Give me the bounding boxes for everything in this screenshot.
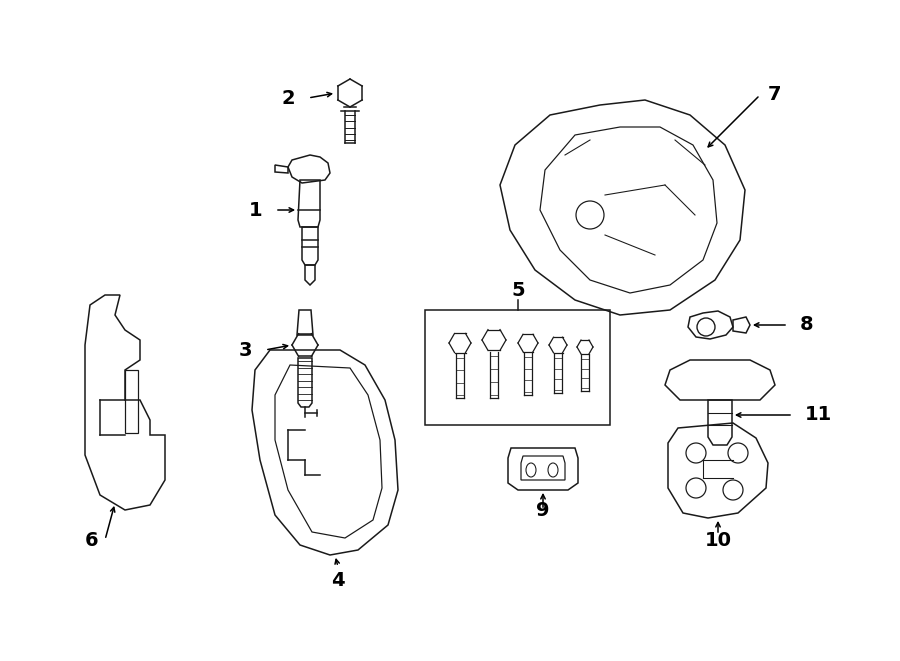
Text: 3: 3 xyxy=(238,340,252,360)
Text: 10: 10 xyxy=(705,531,732,549)
Text: 9: 9 xyxy=(536,500,550,520)
Text: 6: 6 xyxy=(85,531,98,549)
Text: 7: 7 xyxy=(768,85,781,104)
Text: 4: 4 xyxy=(331,570,345,590)
Bar xyxy=(425,310,610,425)
Text: 11: 11 xyxy=(805,405,832,424)
Text: 2: 2 xyxy=(282,89,295,108)
Text: 1: 1 xyxy=(248,200,262,219)
Text: 8: 8 xyxy=(800,315,814,334)
Text: 5: 5 xyxy=(511,281,525,300)
